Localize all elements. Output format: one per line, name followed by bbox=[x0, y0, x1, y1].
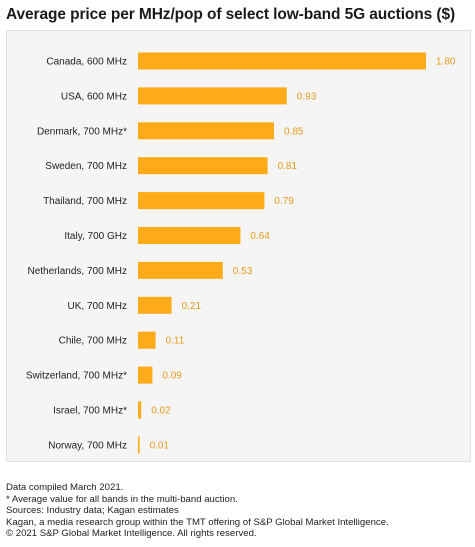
category-label: Chile, 700 MHz bbox=[59, 336, 127, 347]
value-label: 0.02 bbox=[151, 406, 171, 417]
footer-copyright: © 2021 S&P Global Market Intelligence. A… bbox=[6, 528, 257, 539]
footer-date-note: Data compiled March 2021. bbox=[6, 482, 124, 493]
bar bbox=[138, 401, 142, 419]
bar bbox=[138, 192, 265, 210]
bar-chart: Canada, 600 MHz 1.80 USA, 600 MHz 0.93 Denma… bbox=[26, 52, 456, 454]
chart-footer: Data compiled March 2021. * Average valu… bbox=[6, 482, 471, 540]
bar bbox=[138, 436, 140, 454]
value-label: 0.09 bbox=[162, 371, 182, 382]
chart-title: Average price per MHz/pop of select low-… bbox=[6, 6, 456, 23]
bar bbox=[138, 366, 153, 384]
value-label: 0.93 bbox=[297, 91, 317, 102]
category-label: Netherlands, 700 MHz bbox=[28, 266, 128, 277]
footer-sources: Sources: Industry data; Kagan estimates bbox=[6, 505, 179, 516]
category-label: Italy, 700 GHz bbox=[64, 231, 127, 242]
bar bbox=[138, 122, 274, 140]
bar bbox=[138, 157, 268, 175]
category-label: Denmark, 700 MHz* bbox=[37, 126, 127, 137]
category-label: Canada, 600 MHz bbox=[46, 57, 127, 68]
bar bbox=[138, 296, 172, 314]
category-label: Switzerland, 700 MHz* bbox=[26, 371, 127, 382]
value-label: 0.21 bbox=[182, 301, 202, 312]
value-label: 1.80 bbox=[436, 57, 456, 68]
value-label: 0.01 bbox=[150, 440, 170, 451]
value-label: 0.53 bbox=[233, 266, 253, 277]
value-label: 0.11 bbox=[166, 336, 185, 347]
category-label: USA, 600 MHz bbox=[61, 91, 127, 102]
bar bbox=[138, 227, 241, 244]
footer-asterisk-note: * Average value for all bands in the mul… bbox=[6, 493, 238, 505]
value-label: 0.79 bbox=[274, 196, 294, 207]
chart-panel: Canada, 600 MHz 1.80 USA, 600 MHz 0.93 Denma… bbox=[6, 30, 471, 462]
category-label: Thailand, 700 MHz bbox=[43, 196, 127, 207]
value-label: 0.81 bbox=[278, 161, 298, 172]
category-label: Sweden, 700 MHz bbox=[45, 161, 127, 172]
category-label: Norway, 700 MHz bbox=[48, 440, 127, 451]
category-label: UK, 700 MHz bbox=[68, 301, 127, 312]
bar bbox=[138, 331, 156, 349]
footer-attribution: Kagan, a media research group within the… bbox=[6, 516, 389, 528]
bar bbox=[138, 261, 223, 279]
category-label: Israel, 700 MHz* bbox=[53, 406, 127, 417]
value-label: 0.85 bbox=[284, 126, 304, 137]
bar bbox=[138, 52, 426, 70]
value-label: 0.64 bbox=[250, 231, 270, 242]
bar bbox=[138, 87, 287, 105]
